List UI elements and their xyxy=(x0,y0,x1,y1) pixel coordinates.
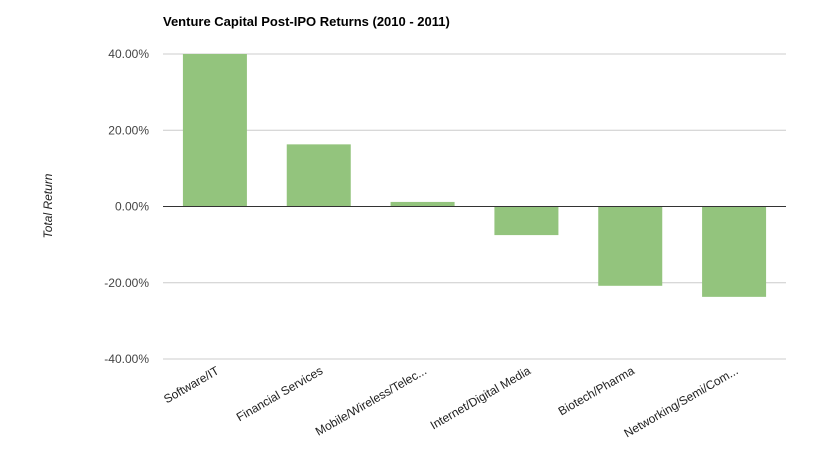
bars xyxy=(182,54,767,297)
y-tick-label: -40.00% xyxy=(104,352,149,366)
x-tick-label: Software/IT xyxy=(161,363,222,406)
bar xyxy=(598,206,663,286)
x-tick-label: Networking/Semi/Com... xyxy=(622,363,741,440)
gridlines xyxy=(163,53,786,360)
y-tick-label: 20.00% xyxy=(108,123,149,137)
x-axis-tick-labels: Software/IT Financial ServicesMobile/Wire… xyxy=(161,363,740,440)
bar xyxy=(390,201,455,207)
y-tick-label: 40.00% xyxy=(108,47,149,61)
x-tick-label: Internet/Digital Media xyxy=(428,363,533,432)
x-tick-label: Biotech/Pharma xyxy=(556,363,637,418)
x-tick-label: Financial Services xyxy=(234,363,325,424)
x-tick-label: Mobile/Wireless/Telec... xyxy=(313,363,429,438)
bar xyxy=(286,144,351,207)
bar xyxy=(702,206,767,297)
y-tick-label: -20.00% xyxy=(104,276,149,290)
y-axis-tick-labels: 40.00% 20.00% 0.00% -20.00% -40.00% xyxy=(104,47,149,366)
chart-title: Venture Capital Post-IPO Returns (2010 -… xyxy=(163,14,450,29)
bar xyxy=(494,206,559,236)
y-tick-label: 0.00% xyxy=(115,200,149,214)
bar xyxy=(182,54,247,207)
